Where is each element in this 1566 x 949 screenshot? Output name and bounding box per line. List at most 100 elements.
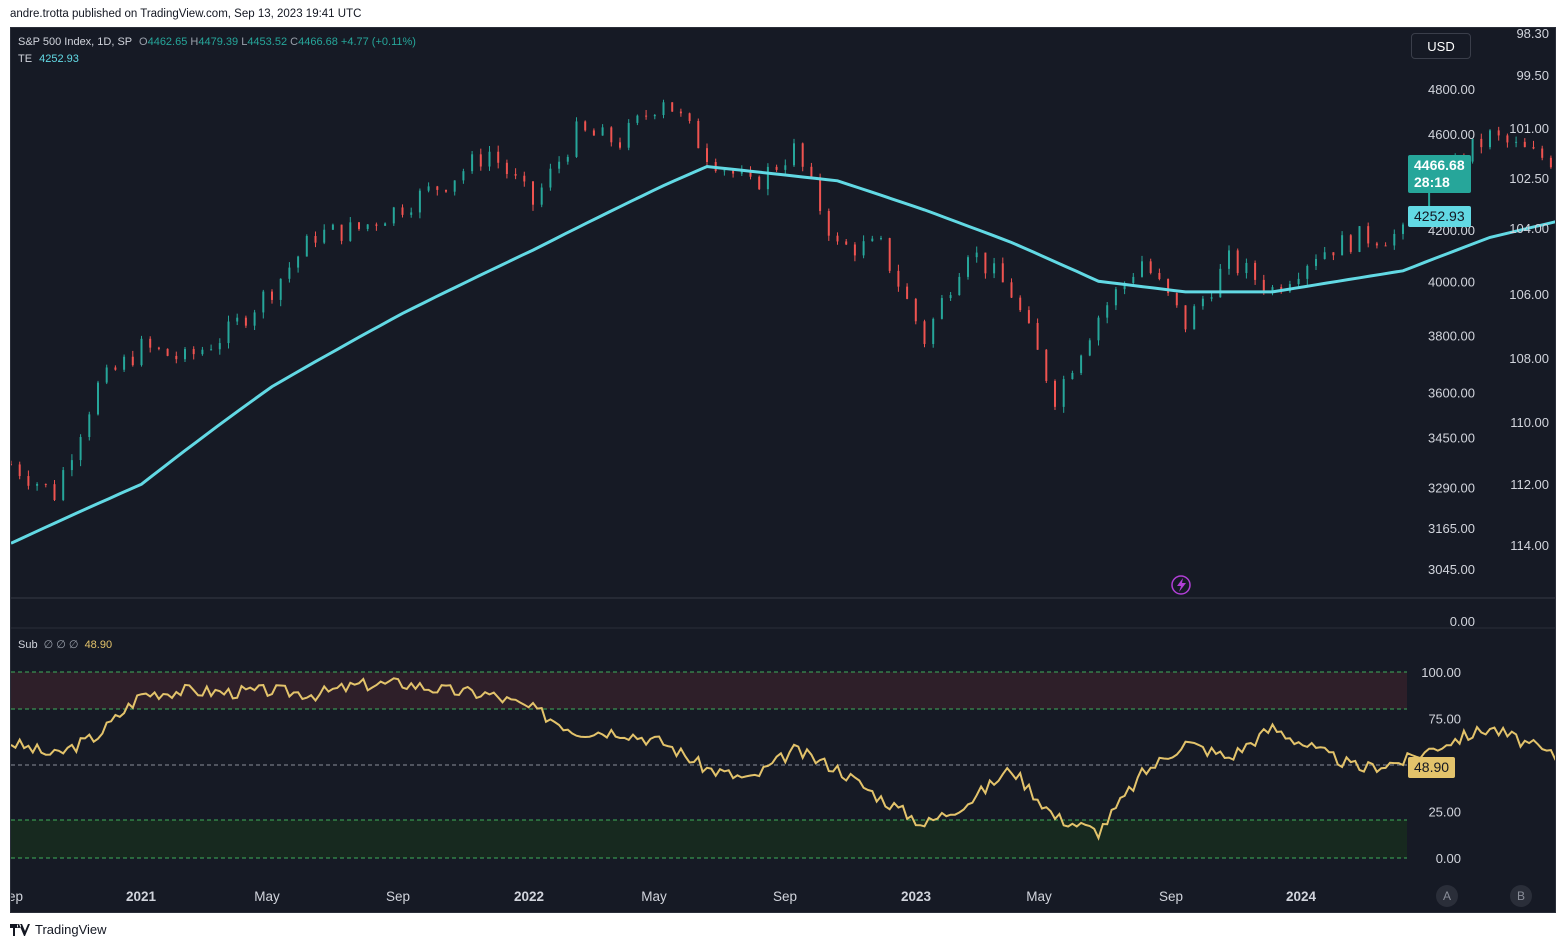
candle-body: [1210, 297, 1213, 299]
candle-body: [784, 165, 787, 170]
candle-body: [62, 470, 65, 500]
candle-body: [688, 113, 691, 121]
candle-body: [827, 210, 830, 236]
candle-body: [845, 241, 848, 245]
candlestick-series: [11, 99, 1552, 502]
time-tick-label: 2024: [1286, 889, 1317, 904]
candle-body: [949, 295, 952, 299]
candle-body: [853, 244, 856, 256]
candle-body: [1532, 147, 1535, 149]
candle-body: [331, 224, 334, 230]
price-tick-label: 0.00: [1450, 614, 1475, 629]
candle-body: [679, 111, 682, 114]
candle-body: [1010, 282, 1013, 298]
candle-body: [775, 166, 778, 170]
candle-body: [1036, 322, 1039, 350]
candle-body: [271, 291, 273, 300]
symbol-label: S&P 500 Index, 1D, SP: [18, 36, 132, 48]
candle-body: [340, 224, 343, 241]
candle-body: [1045, 349, 1048, 381]
time-tick-label: May: [1026, 889, 1052, 904]
candle-body: [914, 298, 917, 322]
time-tick-label: Sep: [773, 889, 797, 904]
ma-legend: TE 4252.93: [18, 53, 79, 65]
candle-body: [27, 476, 30, 486]
candle-body: [1402, 224, 1404, 234]
candle-body: [418, 190, 421, 213]
auto-scale-button[interactable]: A: [1436, 885, 1458, 907]
time-tick-label: May: [641, 889, 667, 904]
oscillator-pane: [11, 671, 1555, 859]
candle-body: [984, 252, 987, 274]
candle-body: [1228, 250, 1230, 269]
candle-body: [897, 270, 900, 287]
candle-body: [1375, 243, 1378, 246]
candle-body: [70, 460, 73, 471]
brand-name: TradingView: [35, 922, 107, 937]
candle-body: [227, 321, 230, 344]
candle-body: [114, 367, 117, 370]
candle-body: [1184, 305, 1187, 330]
candle-body: [1106, 305, 1109, 318]
te-moving-average-line: [11, 164, 1555, 545]
candle-body: [375, 224, 378, 226]
candle-body: [1158, 272, 1161, 280]
log-scale-button[interactable]: B: [1510, 885, 1532, 907]
candle-body: [236, 317, 239, 322]
open-value: 4462.65: [147, 36, 188, 48]
secondary-tick-label: 110.00: [1510, 415, 1549, 430]
candle-body: [262, 291, 265, 313]
candle-body: [549, 168, 552, 188]
candle-body: [906, 286, 909, 299]
chart-frame[interactable]: 4800.00 4600.00 4200.00 4000.00 3800.00 3600.…: [10, 27, 1556, 913]
candle-body: [880, 238, 882, 240]
candle-body: [184, 349, 186, 360]
time-tick-label: May: [254, 889, 280, 904]
candle-body: [636, 115, 639, 123]
price-tick-label: 3450.00: [1428, 430, 1475, 445]
candle-body: [697, 120, 700, 149]
candle-body: [1219, 268, 1222, 298]
candle-body: [1523, 141, 1526, 148]
secondary-tick-label: 114.00: [1510, 538, 1549, 553]
candle-body: [871, 238, 874, 242]
candle-body: [1254, 262, 1257, 280]
candle-body: [514, 173, 517, 176]
close-value: 4466.68: [298, 36, 338, 48]
candle-body: [532, 181, 534, 205]
high-value: 4479.39: [198, 36, 239, 48]
osc-tick-label: 0.00: [1436, 851, 1461, 866]
candle-body: [1167, 279, 1170, 294]
candle-body: [497, 151, 500, 163]
candle-body: [862, 241, 865, 256]
candle-body: [1541, 148, 1544, 158]
secondary-tick-label: 102.50: [1509, 171, 1549, 186]
secondary-tick-label: 104.00: [1509, 221, 1549, 236]
candle-body: [453, 180, 456, 192]
change-value: +4.77 (+0.11%): [340, 36, 416, 48]
candle-body: [53, 484, 56, 500]
candle-body: [819, 177, 822, 211]
candle-body: [1097, 317, 1100, 341]
candle-body: [1489, 130, 1491, 148]
candle-body: [1506, 135, 1509, 143]
candle-body: [836, 235, 839, 242]
candle-body: [279, 278, 282, 300]
candle-body: [1123, 282, 1126, 290]
time-tick-label: 2023: [901, 889, 932, 904]
candle-body: [932, 318, 935, 345]
candle-body: [288, 267, 291, 279]
candle-body: [1027, 310, 1030, 323]
candle-body: [1471, 138, 1474, 162]
price-tick-label: 4600.00: [1428, 127, 1475, 142]
candle-body: [314, 236, 317, 243]
candle-body: [488, 151, 491, 167]
tradingview-logo-icon: [10, 923, 30, 936]
candle-body: [18, 464, 21, 477]
currency-button[interactable]: USD: [1411, 33, 1471, 59]
candle-body: [305, 236, 308, 257]
chart-canvas[interactable]: 4800.004600.004200.004000.003800.003600.…: [11, 28, 1556, 913]
candle-body: [1367, 226, 1370, 244]
price-tick-label: 3600.00: [1428, 385, 1475, 400]
candle-body: [97, 382, 99, 415]
